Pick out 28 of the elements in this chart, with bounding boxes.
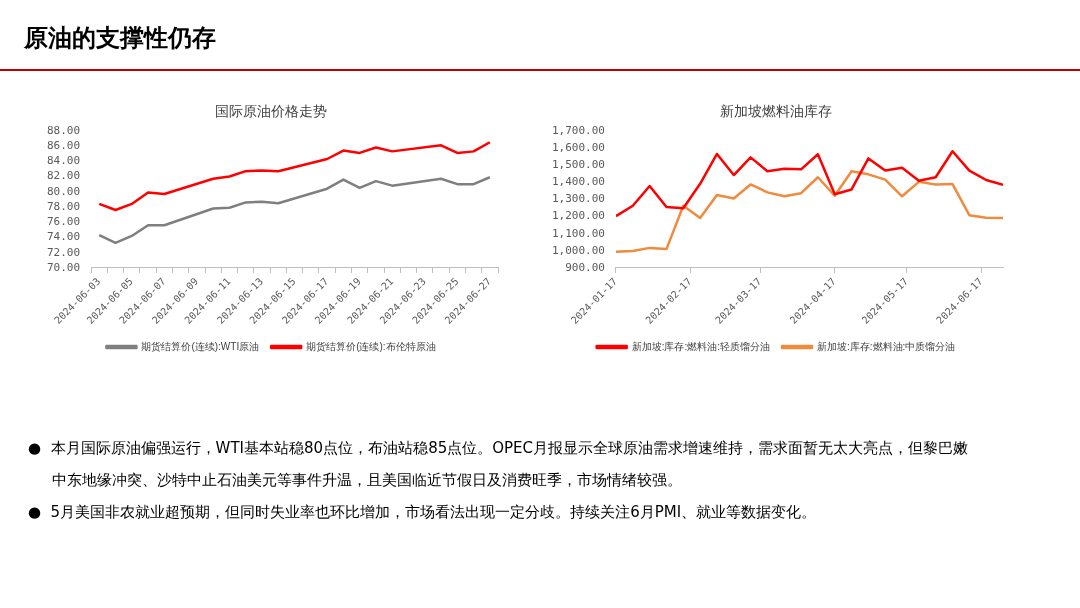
y-tick-label: 86.00: [46, 138, 81, 152]
y-tick-label: 78.00: [46, 199, 81, 213]
y-tick-label: 72.00: [46, 245, 81, 259]
y-tick-label: 70.00: [46, 260, 81, 274]
y-tick-label: 1,400.00: [552, 175, 605, 189]
y-tick-label: 88.00: [46, 123, 81, 137]
legend-label: 期货结算价(连续):布伦特原油: [306, 340, 436, 352]
y-tick-label: 76.00: [46, 215, 81, 229]
y-tick-label: 82.00: [46, 169, 81, 183]
chart-title: 新加坡燃料油库存: [720, 103, 832, 120]
y-tick-label: 1,500.00: [552, 157, 605, 171]
legend-label: 期货结算价(连续):WTI原油: [141, 340, 260, 352]
text: ● 5月美国非农就业超预期，但同时失业率也环比增加，市场看法出现一定分歧。持续关注6月PMI、就业等数据变化。: [28, 502, 818, 523]
legend-label: 新加坡:库存:燃料油:中质馏分油: [817, 340, 956, 352]
y-tick-label: 900.00: [565, 260, 605, 274]
y-tick-label: 1,100.00: [552, 226, 605, 240]
chart-title: 国际原油价格走势: [215, 103, 327, 120]
y-tick-label: 1,300.00: [552, 192, 605, 206]
y-tick-label: 74.00: [46, 230, 81, 244]
y-tick-label: 84.00: [46, 154, 81, 168]
text: 原油的支撑性仍存: [24, 23, 216, 54]
text: ● 本月国际原油偏强运行，WTI基本站稳80点位，布油站稳85点位。OPEC月报显示全球原油需求增速维持，需求面暂无太大亮点，但黎巴嫩中东地缘冲突、沙特中止石油美元等事件升温，且美国临近节假日及消费旺季，市场情绪较强。: [28, 438, 970, 491]
y-tick-label: 1,000.00: [552, 243, 605, 257]
legend-label: 新加坡:库存:燃料油:轻质馏分油: [631, 340, 771, 352]
y-tick-label: 1,200.00: [552, 209, 605, 223]
y-tick-label: 80.00: [46, 184, 81, 198]
y-tick-label: 1,700.00: [552, 123, 605, 137]
y-tick-label: 1,600.00: [552, 140, 605, 154]
